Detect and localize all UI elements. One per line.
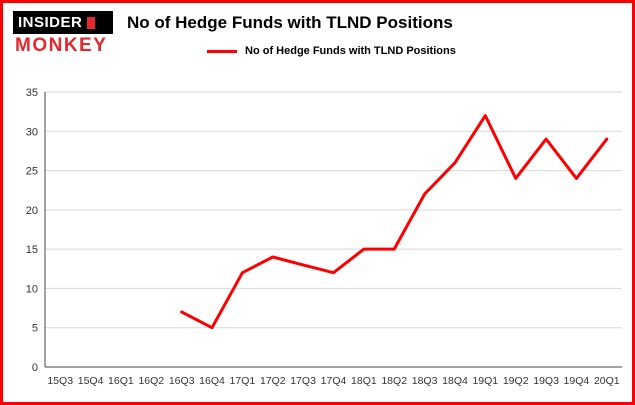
x-tick-label: 19Q1 (472, 375, 498, 387)
x-tick-label: 17Q1 (230, 375, 256, 387)
x-tick-label: 19Q3 (533, 375, 559, 387)
line-chart: 0 5 10 15 20 25 30 35 15Q3 15Q4 16Q1 16Q2 16Q3 16Q4 17… (26, 87, 622, 387)
series-line (180, 114, 609, 330)
logo-insider-text: INSIDER (18, 14, 83, 31)
y-tick-label: 20 (26, 205, 38, 217)
header: INSIDER MONKEY No of Hedge Funds with TL… (3, 3, 632, 58)
logo-insider-row: INSIDER (13, 11, 113, 34)
x-tick-label: 18Q3 (412, 375, 438, 387)
y-tick-label: 0 (32, 362, 38, 374)
x-tick-label: 18Q1 (351, 375, 377, 387)
x-tick-label: 19Q4 (564, 375, 590, 387)
x-tick-label: 15Q4 (78, 375, 104, 387)
x-tick-label: 17Q4 (321, 375, 347, 387)
y-tick-label: 5 (32, 323, 38, 335)
legend-line-swatch (207, 49, 237, 53)
x-tick-label: 17Q3 (290, 375, 316, 387)
x-tick-label: 16Q3 (169, 375, 195, 387)
x-tick-label: 18Q2 (381, 375, 407, 387)
insider-monkey-logo: INSIDER MONKEY (13, 11, 113, 58)
x-tick-label: 19Q2 (503, 375, 529, 387)
logo-cursor-icon (87, 16, 96, 29)
chart-title: No of Hedge Funds with TLND Positions (127, 13, 453, 32)
x-tick-label: 20Q1 (594, 375, 620, 387)
x-tick-label: 17Q2 (260, 375, 286, 387)
y-tick-label: 15 (26, 244, 38, 256)
x-tick-label: 16Q1 (108, 375, 134, 387)
x-tick-label: 16Q2 (138, 375, 164, 387)
x-tick-label: 15Q3 (47, 375, 73, 387)
x-tick-label: 18Q4 (442, 375, 468, 387)
logo-monkey-text: MONKEY (15, 35, 108, 56)
legend: No of Hedge Funds with TLND Positions (207, 45, 456, 57)
chart-area: 0 5 10 15 20 25 30 35 15Q3 15Q4 16Q1 16Q2 16Q3 16Q4 17… (3, 58, 632, 402)
y-tick-label: 30 (26, 126, 38, 138)
y-tick-label: 10 (26, 283, 38, 295)
y-tick-label: 35 (26, 87, 38, 99)
y-tick-label: 25 (26, 166, 38, 178)
x-tick-label: 16Q4 (199, 375, 225, 387)
legend-label: No of Hedge Funds with TLND Positions (245, 45, 456, 57)
header-right: No of Hedge Funds with TLND Positions No… (113, 11, 456, 57)
